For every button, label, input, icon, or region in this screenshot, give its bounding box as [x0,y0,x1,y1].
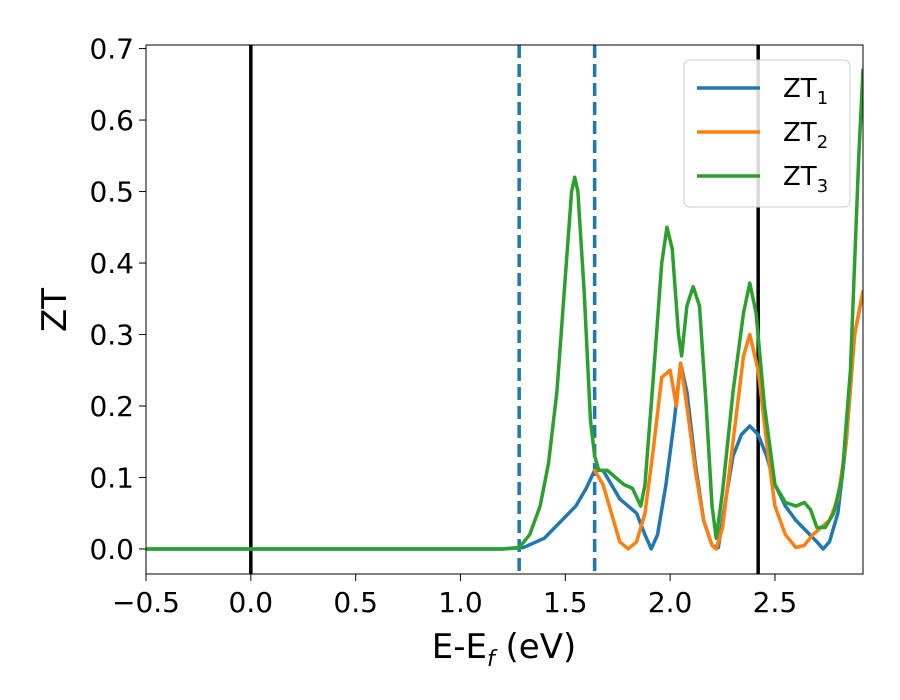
y-tick-label: 0.3 [89,319,134,352]
series-line-3 [146,68,863,551]
legend-box [683,59,851,208]
x-tick-label: −0.5 [112,586,180,619]
x-tick-label: 1.0 [438,586,483,619]
series-line-2 [592,289,863,551]
legend: ZT1 ZT2 ZT3 [683,59,851,208]
x-tick-label: 0.0 [229,586,274,619]
y-tick-label: 0.5 [89,176,134,209]
x-tick-label: 2.5 [753,586,798,619]
y-tick-label: 0.4 [89,247,134,280]
y-tick-label: 0.0 [89,533,134,566]
plot-frame [145,44,864,575]
legend-label-2: ZT2 [783,118,828,153]
legend-label-1: ZT1 [783,74,828,109]
y-axis-title: ZT [35,288,75,332]
x-tick-label: 2.0 [648,586,693,619]
y-tick-label: 0.7 [89,33,134,66]
y-tick-label: 0.1 [89,461,134,494]
x-tick-label: 1.5 [543,586,588,619]
x-tick-label: 0.5 [333,586,378,619]
legend-label-3: ZT3 [783,162,828,197]
y-tick-label: 0.6 [89,104,134,137]
y-tick-label: 0.2 [89,390,134,423]
x-axis-title: E-Ef (eV) [432,627,577,672]
